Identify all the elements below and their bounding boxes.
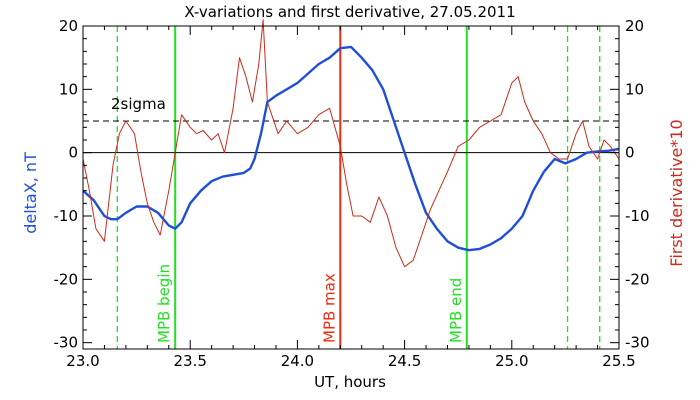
y-tick-label-right-1: -20: [625, 270, 650, 288]
threshold-label: 2sigma: [111, 95, 166, 113]
y-tick-label-left-3: 0: [68, 144, 78, 162]
chart-title: X-variations and first derivative, 27.05…: [184, 3, 515, 21]
y-tick-label-left-1: -20: [54, 270, 79, 288]
y-axis-label-left: deltaX, nT: [21, 152, 40, 234]
x-tick-label-4: 25.0: [495, 352, 528, 370]
x-tick-label-2: 24.0: [281, 352, 314, 370]
x-tick-label-0: 23.0: [66, 352, 99, 370]
y-tick-label-left-4: 10: [59, 80, 78, 98]
vertical-markers: MPB begin MPB max MPB end: [116, 26, 601, 349]
y-tick-label-right-0: -30: [625, 334, 650, 352]
y-tick-label-right-4: 10: [625, 80, 644, 98]
y-tick-label-left-5: 20: [59, 17, 78, 35]
x-tick-label-1: 23.5: [173, 352, 206, 370]
y-axis-label-right: First derivative*10: [667, 119, 686, 266]
y-tick-label-left-0: -30: [54, 334, 79, 352]
y-tick-label-right-5: 20: [625, 17, 644, 35]
series-line-derivative: [82, 19, 620, 268]
y-tick-label-right-2: -10: [625, 207, 650, 225]
y-tick-label-right-3: 0: [625, 144, 635, 162]
vertical-line-label-2: MPB max: [320, 273, 338, 343]
y-tick-label-left-2: -10: [54, 207, 79, 225]
data-series: [82, 19, 620, 268]
plot-frame: [82, 25, 620, 350]
plot-border: [82, 25, 620, 350]
axis-ticks: 23.0 23.5 24.0 24.5 25.0 25.5-30 -30-20 -20-10-…: [54, 17, 650, 370]
x-tick-label-5: 25.5: [602, 352, 635, 370]
vertical-line-label-1: MPB begin: [155, 264, 173, 343]
series-line-deltax: [82, 45, 620, 252]
x-tick-label-3: 24.5: [388, 352, 421, 370]
x-axis-label: UT, hours: [314, 373, 386, 391]
vertical-line-label-3: MPB end: [447, 278, 465, 343]
reference-lines: 2sigma: [83, 95, 619, 154]
